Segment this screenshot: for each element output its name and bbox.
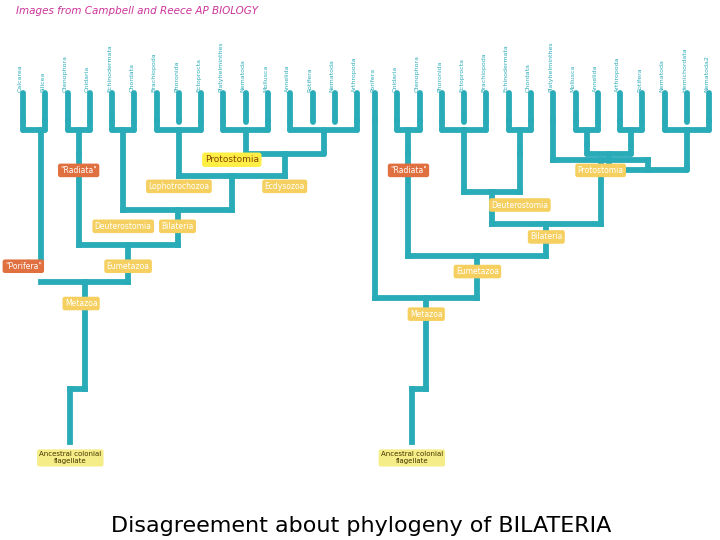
- Text: Brachiopoda: Brachiopoda: [152, 52, 157, 92]
- Text: Nematoda: Nematoda: [330, 59, 335, 92]
- Text: Protostomia: Protostomia: [204, 155, 258, 164]
- Text: Protostomia: Protostomia: [577, 166, 624, 175]
- Text: Ectoprocta: Ectoprocta: [196, 58, 201, 92]
- Text: Nematoda2: Nematoda2: [704, 55, 709, 92]
- Text: Images from Campbell and Reece AP BIOLOGY: Images from Campbell and Reece AP BIOLOG…: [16, 6, 258, 16]
- Text: Ectoprocta: Ectoprocta: [459, 58, 464, 92]
- Text: Ancestral colonial
flagellate: Ancestral colonial flagellate: [39, 451, 102, 464]
- Text: Bilateria: Bilateria: [161, 222, 194, 231]
- Text: Annelida: Annelida: [593, 65, 598, 92]
- Text: Echinodermata: Echinodermata: [107, 44, 112, 92]
- Text: Lophotrochozoa: Lophotrochozoa: [148, 182, 210, 191]
- Text: Calcarea: Calcarea: [18, 64, 23, 92]
- Text: Deuterostomia: Deuterostomia: [491, 200, 549, 210]
- Text: Phoronida: Phoronida: [437, 60, 442, 92]
- Text: Eumetazoa: Eumetazoa: [107, 262, 150, 271]
- Text: Cnidaria: Cnidaria: [85, 66, 90, 92]
- Text: Mollusca: Mollusca: [570, 65, 575, 92]
- Text: Ancestral colonial
flagellate: Ancestral colonial flagellate: [381, 451, 443, 464]
- Text: Metazoa: Metazoa: [410, 309, 443, 319]
- Text: Silicea: Silicea: [40, 72, 45, 92]
- Text: Nematoda: Nematoda: [240, 59, 246, 92]
- Text: Chordata: Chordata: [526, 63, 531, 92]
- Text: "Porifera": "Porifera": [5, 262, 42, 271]
- Text: Arthropoda: Arthropoda: [352, 57, 357, 92]
- Text: Nematoda: Nematoda: [660, 59, 665, 92]
- Text: Hemichordata: Hemichordata: [682, 48, 687, 92]
- Text: Arthropoda: Arthropoda: [615, 57, 620, 92]
- Text: Disagreement about phylogeny of BILATERIA: Disagreement about phylogeny of BILATERI…: [111, 516, 611, 537]
- Text: "Radiata": "Radiata": [60, 166, 97, 175]
- Text: Mollusca: Mollusca: [263, 65, 268, 92]
- Text: Brachiopoda: Brachiopoda: [482, 52, 487, 92]
- Text: Chordata: Chordata: [130, 63, 135, 92]
- Text: Ctenophora: Ctenophora: [415, 55, 420, 92]
- Text: Rotifera: Rotifera: [307, 68, 312, 92]
- Text: Bilateria: Bilateria: [530, 232, 562, 241]
- Text: Metazoa: Metazoa: [65, 299, 97, 308]
- Text: Ecdysozoa: Ecdysozoa: [264, 182, 305, 191]
- Text: Cnidaria: Cnidaria: [392, 66, 397, 92]
- Text: Rotifera: Rotifera: [637, 68, 642, 92]
- Text: Phoronida: Phoronida: [174, 60, 179, 92]
- Text: Echinodermata: Echinodermata: [504, 44, 509, 92]
- Text: Deuterostomia: Deuterostomia: [95, 222, 152, 231]
- Text: Platyhelminthes: Platyhelminthes: [549, 42, 553, 92]
- Text: "Radiata": "Radiata": [390, 166, 427, 175]
- Text: Ctenophora: Ctenophora: [63, 55, 68, 92]
- Text: Annelida: Annelida: [285, 65, 290, 92]
- Text: Platyhelminthes: Platyhelminthes: [218, 42, 223, 92]
- Text: Eumetazoa: Eumetazoa: [456, 267, 499, 276]
- Text: Porifera: Porifera: [370, 68, 375, 92]
